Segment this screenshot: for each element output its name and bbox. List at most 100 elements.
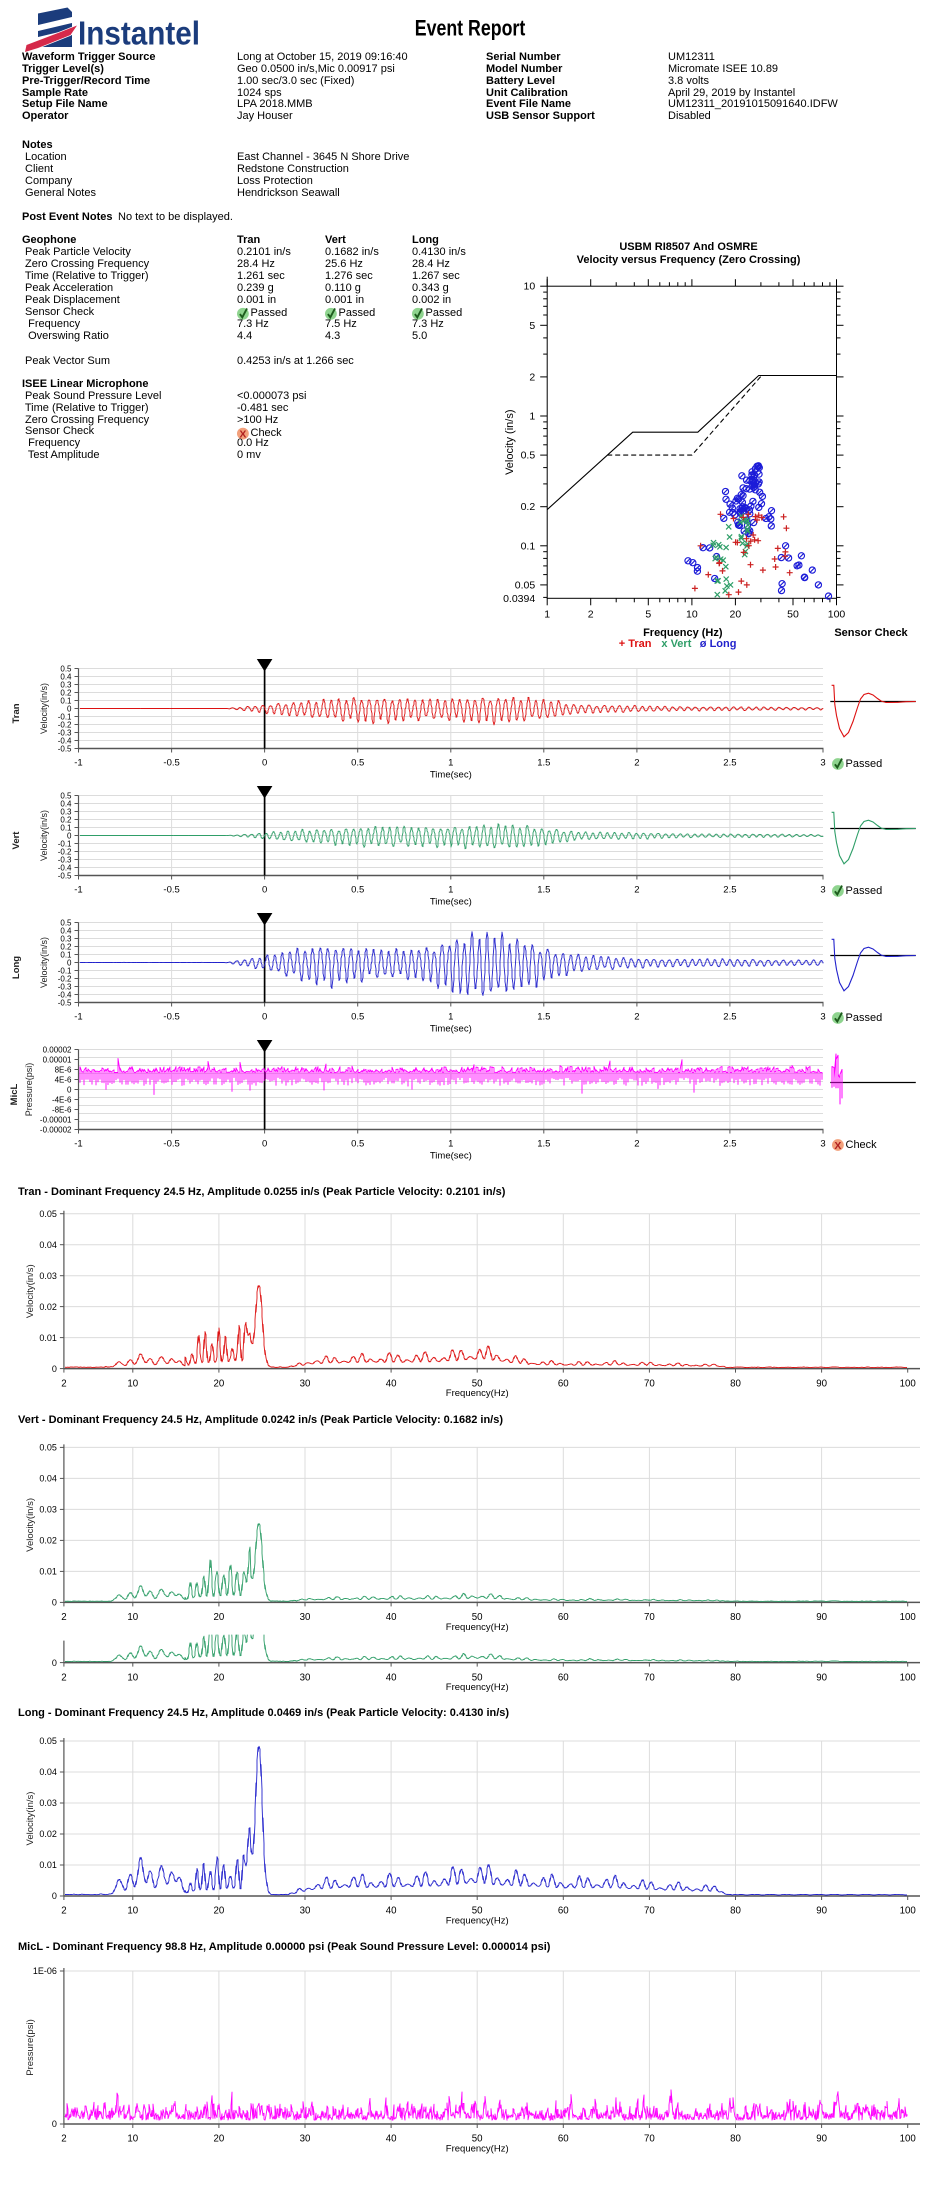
svg-text:0.04: 0.04 [39,1474,57,1484]
svg-text:2: 2 [61,1378,66,1389]
svg-text:Vert: Vert [11,831,22,850]
svg-text:0.5: 0.5 [351,885,364,896]
svg-text:0.1: 0.1 [60,950,72,959]
svg-text:1: 1 [529,411,535,423]
svg-text:100: 100 [828,609,846,621]
svg-text:40: 40 [386,2134,397,2145]
svg-text:-0.3: -0.3 [58,855,72,864]
svg-text:0.03: 0.03 [39,1271,57,1281]
svg-text:2: 2 [634,885,639,896]
svg-text:-4E-6: -4E-6 [52,1095,72,1104]
svg-text:50: 50 [472,1672,483,1683]
svg-text:5: 5 [645,609,651,621]
svg-text:100: 100 [900,1378,917,1389]
svg-text:-0.5: -0.5 [58,998,72,1007]
svg-text:Event Report: Event Report [415,15,526,40]
svg-text:-0.5: -0.5 [58,744,72,753]
svg-text:1.5: 1.5 [537,1139,550,1150]
svg-text:-0.3: -0.3 [58,982,72,991]
svg-text:0.0394: 0.0394 [503,593,535,605]
svg-text:-0.00002: -0.00002 [40,1125,72,1134]
svg-text:-0.2: -0.2 [58,847,72,856]
svg-text:-0.5: -0.5 [163,885,179,896]
svg-text:-0.5: -0.5 [163,1139,179,1150]
svg-text:-0.1: -0.1 [58,712,72,721]
svg-text:0: 0 [52,1891,57,1901]
svg-text:-0.5: -0.5 [163,1012,179,1023]
svg-text:0: 0 [52,1598,57,1608]
svg-text:30: 30 [300,1906,311,1917]
svg-text:-0.2: -0.2 [58,720,72,729]
svg-text:1.5: 1.5 [537,1012,550,1023]
svg-text:-0.2: -0.2 [58,974,72,983]
svg-text:ø Long: ø Long [700,638,737,650]
svg-text:0.02: 0.02 [39,1829,57,1839]
svg-text:0.3: 0.3 [60,934,72,943]
svg-text:0: 0 [52,1658,57,1668]
svg-text:-1: -1 [74,1139,82,1150]
svg-text:60: 60 [558,1672,569,1683]
svg-text:Velocity(in/s): Velocity(in/s) [39,810,49,861]
svg-text:3: 3 [820,1012,825,1023]
svg-text:3: 3 [820,1139,825,1150]
svg-text:Velocity (in/s): Velocity (in/s) [504,409,516,474]
svg-text:30: 30 [300,1672,311,1683]
svg-text:70: 70 [644,1612,655,1623]
svg-text:0.03: 0.03 [39,1505,57,1515]
svg-text:0: 0 [52,1364,57,1374]
svg-text:90: 90 [816,1612,827,1623]
svg-text:2: 2 [529,371,535,383]
svg-text:0.01: 0.01 [39,1567,57,1577]
svg-text:70: 70 [644,1378,655,1389]
svg-text:-1: -1 [74,758,82,769]
svg-text:90: 90 [816,2134,827,2145]
svg-text:3: 3 [820,758,825,769]
svg-text:90: 90 [816,1378,827,1389]
svg-text:40: 40 [386,1672,397,1683]
svg-text:60: 60 [558,1906,569,1917]
svg-text:0.5: 0.5 [60,791,72,800]
svg-text:5: 5 [529,320,535,332]
svg-text:-0.4: -0.4 [58,863,72,872]
svg-text:0.1: 0.1 [60,823,72,832]
svg-text:0.3: 0.3 [60,807,72,816]
svg-text:-1: -1 [74,1012,82,1023]
svg-text:0.5: 0.5 [351,1012,364,1023]
svg-text:0.4: 0.4 [60,799,72,808]
svg-text:10: 10 [127,1378,138,1389]
svg-text:30: 30 [300,2134,311,2145]
svg-text:0.2: 0.2 [521,501,536,513]
svg-text:50: 50 [472,2134,483,2145]
svg-text:0: 0 [262,758,267,769]
svg-text:Long: Long [11,956,22,979]
svg-text:0.01: 0.01 [39,1333,57,1343]
svg-text:2: 2 [61,1672,66,1683]
svg-text:30: 30 [300,1612,311,1623]
svg-text:Velocity(in/s): Velocity(in/s) [39,937,49,988]
svg-text:0.00002: 0.00002 [43,1045,72,1054]
svg-text:Velocity(in/s): Velocity(in/s) [25,1792,36,1846]
svg-text:-0.1: -0.1 [58,966,72,975]
svg-text:80: 80 [730,1378,741,1389]
svg-text:Time(sec): Time(sec) [430,1024,472,1035]
svg-text:Frequency(Hz): Frequency(Hz) [446,1916,509,1927]
svg-text:0.05: 0.05 [39,1209,57,1219]
svg-text:Velocity(in/s): Velocity(in/s) [25,1264,36,1318]
svg-text:0.5: 0.5 [60,664,72,673]
svg-text:0: 0 [67,958,72,967]
svg-text:100: 100 [900,1672,917,1683]
svg-text:Frequency (Hz): Frequency (Hz) [643,627,723,639]
svg-text:-0.4: -0.4 [58,736,72,745]
svg-text:0.00001: 0.00001 [43,1055,72,1064]
svg-text:-0.4: -0.4 [58,990,72,999]
svg-text:3: 3 [820,885,825,896]
svg-text:Velocity versus Frequency (Zer: Velocity versus Frequency (Zero Crossing… [577,254,801,266]
svg-text:Pressure(psi): Pressure(psi) [25,2019,36,2076]
svg-text:2: 2 [634,758,639,769]
svg-text:0.2: 0.2 [60,942,72,951]
svg-text:-0.5: -0.5 [163,758,179,769]
svg-text:100: 100 [900,1906,917,1917]
svg-text:1: 1 [448,1012,453,1023]
svg-text:60: 60 [558,1612,569,1623]
svg-text:0: 0 [262,1012,267,1023]
